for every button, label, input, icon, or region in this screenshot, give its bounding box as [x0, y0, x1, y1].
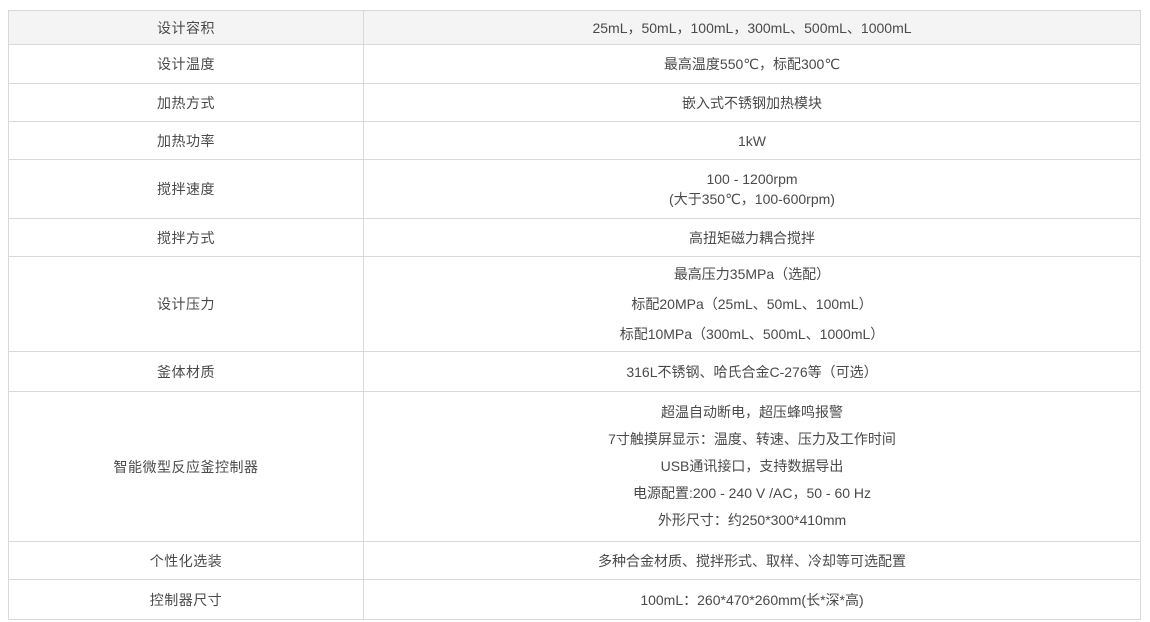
spec-label: 设计压力	[8, 256, 364, 352]
table-row: 加热方式 嵌入式不锈钢加热模块	[8, 83, 1141, 122]
spec-value: 100mL：260*470*260mm(长*深*高)	[363, 579, 1141, 620]
spec-value-line: 标配10MPa（300mL、500mL、1000mL）	[619, 326, 885, 342]
table-row: 搅拌方式 高扭矩磁力耦合搅拌	[8, 218, 1141, 257]
spec-value-line: 100 - 1200rpm	[706, 171, 798, 187]
spec-value-line: 多种合金材质、搅拌形式、取样、冷却等可选配置	[598, 552, 906, 569]
spec-label: 智能微型反应釜控制器	[8, 391, 364, 542]
spec-value: 高扭矩磁力耦合搅拌	[363, 218, 1141, 257]
table-row: 个性化选装 多种合金材质、搅拌形式、取样、冷却等可选配置	[8, 541, 1141, 580]
table-row: 控制器尺寸 100mL：260*470*260mm(长*深*高)	[8, 579, 1141, 620]
spec-label: 加热功率	[8, 121, 364, 160]
spec-label: 设计容积	[8, 10, 364, 45]
spec-value-line: 100mL：260*470*260mm(长*深*高)	[640, 591, 864, 608]
spec-label: 设计温度	[8, 44, 364, 84]
spec-value: 100 - 1200rpm (大于350℃，100-600rpm)	[363, 159, 1141, 219]
spec-value-line: 高扭矩磁力耦合搅拌	[689, 229, 815, 246]
spec-value: 嵌入式不锈钢加热模块	[363, 83, 1141, 122]
spec-value-line: 电源配置:200 - 240 V /AC，50 - 60 Hz	[632, 485, 872, 501]
spec-value: 多种合金材质、搅拌形式、取样、冷却等可选配置	[363, 541, 1141, 580]
spec-label: 搅拌速度	[8, 159, 364, 219]
spec-table-body: 设计容积 25mL，50mL，100mL，300mL、500mL、1000mL …	[8, 10, 1141, 620]
spec-label: 釜体材质	[8, 351, 364, 392]
table-row: 釜体材质 316L不锈钢、哈氏合金C-276等（可选）	[8, 351, 1141, 392]
table-row: 加热功率 1kW	[8, 121, 1141, 160]
spec-label: 控制器尺寸	[8, 579, 364, 620]
table-row: 智能微型反应釜控制器 超温自动断电，超压蜂鸣报警 7寸触摸屏显示：温度、转速、压力…	[8, 391, 1141, 542]
spec-value-line: 外形尺寸：约250*300*410mm	[657, 512, 847, 528]
spec-label: 个性化选装	[8, 541, 364, 580]
spec-value: 最高压力35MPa（选配） 标配20MPa（25mL、50mL、100mL） 标配1…	[363, 256, 1141, 352]
spec-value-line: 超温自动断电，超压蜂鸣报警	[661, 404, 843, 420]
spec-value-line: 标配20MPa（25mL、50mL、100mL）	[631, 296, 873, 312]
spec-value: 1kW	[363, 121, 1141, 160]
spec-value-line: 最高压力35MPa（选配）	[673, 266, 831, 282]
table-row: 设计温度 最高温度550℃，标配300℃	[8, 44, 1141, 84]
spec-value: 25mL，50mL，100mL，300mL、500mL、1000mL	[363, 10, 1141, 45]
table-row: 设计压力 最高压力35MPa（选配） 标配20MPa（25mL、50mL、100m…	[8, 256, 1141, 352]
spec-value-line: 1kW	[738, 132, 766, 149]
spec-value: 316L不锈钢、哈氏合金C-276等（可选）	[363, 351, 1141, 392]
table-row: 搅拌速度 100 - 1200rpm (大于350℃，100-600rpm)	[8, 159, 1141, 219]
spec-value-line: 最高温度550℃，标配300℃	[663, 56, 841, 72]
spec-value: 超温自动断电，超压蜂鸣报警 7寸触摸屏显示：温度、转速、压力及工作时间 USB通讯接…	[363, 391, 1141, 542]
table-row: 设计容积 25mL，50mL，100mL，300mL、500mL、1000mL	[8, 10, 1141, 45]
spec-label: 加热方式	[8, 83, 364, 122]
spec-label: 搅拌方式	[8, 218, 364, 257]
spec-value-line: 25mL，50mL，100mL，300mL、500mL、1000mL	[592, 19, 912, 36]
spec-value-line: 316L不锈钢、哈氏合金C-276等（可选）	[626, 363, 878, 380]
spec-value-line: (大于350℃，100-600rpm)	[669, 191, 835, 207]
spec-value-line: 嵌入式不锈钢加热模块	[682, 94, 822, 111]
spec-value-line: 7寸触摸屏显示：温度、转速、压力及工作时间	[608, 431, 896, 447]
spec-table: 设计容积 25mL，50mL，100mL，300mL、500mL、1000mL …	[8, 10, 1141, 620]
spec-value-line: USB通讯接口，支持数据导出	[660, 458, 844, 474]
spec-value: 最高温度550℃，标配300℃	[363, 44, 1141, 84]
